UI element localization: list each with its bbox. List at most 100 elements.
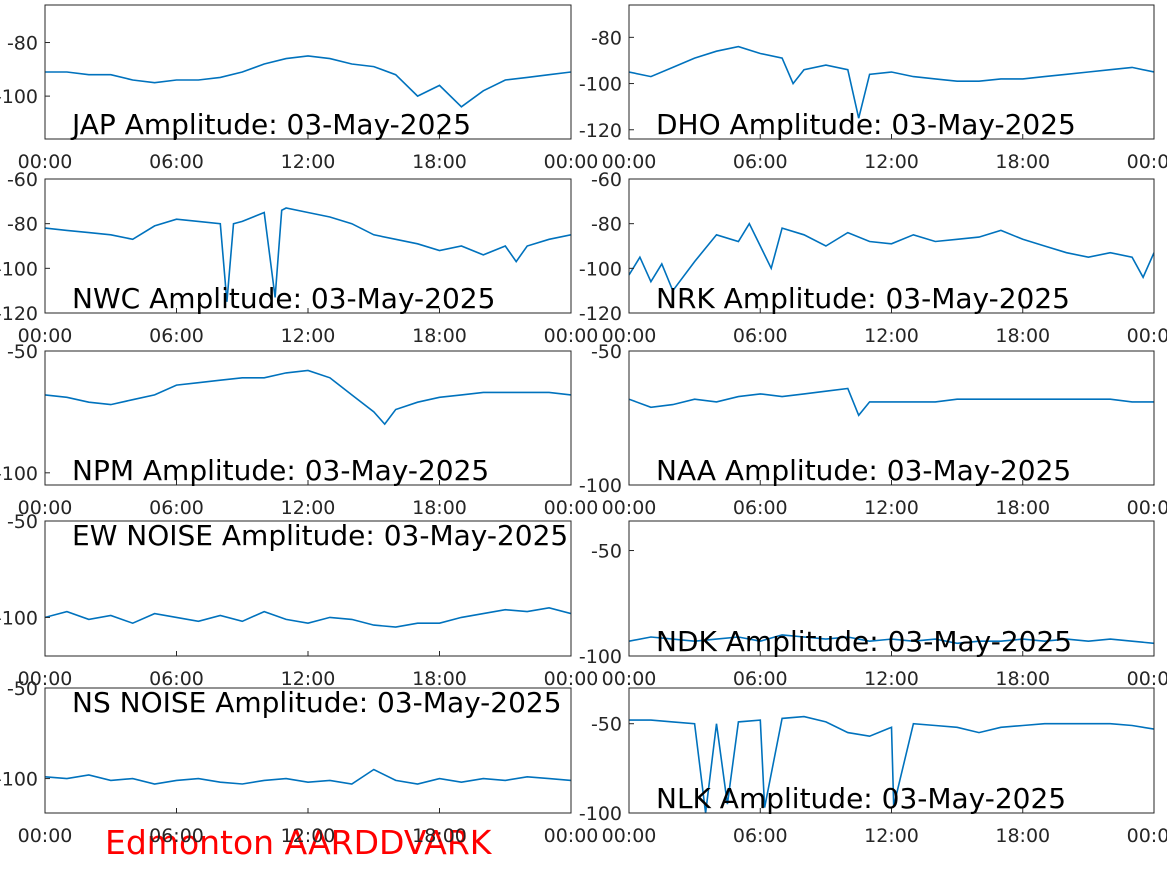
plot-area xyxy=(45,351,571,485)
x-tick-label: 12:00 xyxy=(864,497,919,519)
subplot: -100 -50 00:00 06:00 12:00 18:00 00:00 xyxy=(0,678,598,847)
caption: Edmonton AARDDVARK xyxy=(105,823,493,862)
plot-area xyxy=(45,5,571,139)
x-tick-label: 06:00 xyxy=(733,668,788,690)
plot-area xyxy=(45,179,571,313)
data-line xyxy=(45,207,571,302)
y-tick-label: -60 xyxy=(7,169,38,191)
subplot: -100 -50 00:00 06:00 12:00 18:00 00:00 xyxy=(0,511,598,690)
x-tick-label: 18:00 xyxy=(412,825,467,847)
data-line xyxy=(45,369,571,426)
plot-area xyxy=(45,688,571,813)
x-tick-label: 18:00 xyxy=(412,668,467,690)
y-tick-label: -80 xyxy=(591,27,622,49)
x-tick-label: 12:00 xyxy=(281,497,336,519)
x-tick-label: 12:00 xyxy=(281,825,336,847)
x-tick-label: 12:00 xyxy=(864,325,919,347)
plot-area xyxy=(629,179,1154,313)
x-tick-label: 18:00 xyxy=(412,325,467,347)
x-tick-label: 06:00 xyxy=(149,497,204,519)
x-tick-label: 00:00 xyxy=(1127,497,1167,519)
x-tick-label: 12:00 xyxy=(864,151,919,173)
y-tick-label: -50 xyxy=(7,511,38,533)
x-tick-label: 00:00 xyxy=(544,825,599,847)
y-tick-label: -100 xyxy=(579,475,622,497)
y-tick-label: -50 xyxy=(7,678,38,700)
plot-title: NPM Amplitude: 03-May-2025 xyxy=(72,454,489,487)
subplot: -100 -50 00:00 06:00 12:00 18:00 00:00 xyxy=(579,520,1167,690)
x-tick-label: 00:00 xyxy=(18,668,73,690)
y-tick-label: -100 xyxy=(0,607,38,629)
x-tick-label: 12:00 xyxy=(864,668,919,690)
x-tick-label: 18:00 xyxy=(995,825,1050,847)
y-tick-label: -120 xyxy=(579,120,622,142)
x-tick-label: 00:00 xyxy=(602,825,657,847)
x-tick-label: 06:00 xyxy=(733,825,788,847)
data-line xyxy=(45,768,571,785)
subplot: -100 -50 00:00 06:00 12:00 18:00 00:00 xyxy=(0,341,598,519)
data-line xyxy=(629,387,1154,417)
x-tick-label: 00:00 xyxy=(18,497,73,519)
subplot: -120 -100 -80 -60 00:00 06:00 12:00 18:00 00:00 xyxy=(0,169,598,347)
x-tick-label: 12:00 xyxy=(864,825,919,847)
x-tick-label: 18:00 xyxy=(995,668,1050,690)
data-line xyxy=(629,45,1154,119)
subplot: -100 -50 00:00 06:00 12:00 18:00 00:00 xyxy=(579,687,1167,847)
y-tick-label: -100 xyxy=(579,646,622,668)
y-tick-label: -50 xyxy=(591,714,622,736)
x-tick-label: 18:00 xyxy=(412,497,467,519)
x-tick-label: 00:00 xyxy=(18,151,73,173)
plot-title: NAA Amplitude: 03-May-2025 xyxy=(656,454,1071,487)
x-tick-label: 18:00 xyxy=(995,151,1050,173)
plot-title: NWC Amplitude: 03-May-2025 xyxy=(72,282,495,315)
subplot: -100 -50 00:00 06:00 12:00 18:00 00:00 xyxy=(579,341,1167,519)
x-tick-label: 06:00 xyxy=(733,325,788,347)
data-line xyxy=(629,715,1154,813)
x-tick-label: 06:00 xyxy=(149,825,204,847)
plot-title: NS NOISE Amplitude: 03-May-2025 xyxy=(72,686,562,719)
x-tick-label: 06:00 xyxy=(149,325,204,347)
subplot: -120 -100 -80 -60 00:00 06:00 12:00 18:00 00:00 xyxy=(579,169,1167,347)
y-tick-label: -50 xyxy=(591,541,622,563)
data-line xyxy=(45,606,571,628)
x-tick-label: 00:00 xyxy=(602,325,657,347)
y-tick-label: -80 xyxy=(7,33,38,55)
x-tick-label: 00:00 xyxy=(602,497,657,519)
x-tick-label: 18:00 xyxy=(412,151,467,173)
x-tick-label: 06:00 xyxy=(733,497,788,519)
y-tick-label: -80 xyxy=(591,214,622,236)
subplot: -100 -80 00:00 06:00 12:00 18:00 00:00 xyxy=(0,4,599,173)
y-tick-label: -100 xyxy=(0,258,38,280)
y-tick-label: -100 xyxy=(0,463,38,485)
plot-title: DHO Amplitude: 03-May-2025 xyxy=(656,108,1076,141)
y-tick-label: -100 xyxy=(579,803,622,825)
data-line xyxy=(629,634,1154,645)
x-tick-label: 18:00 xyxy=(995,497,1050,519)
x-tick-label: 00:00 xyxy=(18,825,73,847)
x-tick-label: 12:00 xyxy=(281,151,336,173)
y-tick-label: -50 xyxy=(591,341,622,363)
x-tick-label: 00:00 xyxy=(18,325,73,347)
x-tick-label: 18:00 xyxy=(995,325,1050,347)
plot-area xyxy=(629,521,1154,656)
plot-title: JAP Amplitude: 03-May-2025 xyxy=(70,108,471,141)
x-tick-label: 00:00 xyxy=(1127,151,1167,173)
x-tick-label: 00:00 xyxy=(544,151,599,173)
x-tick-label: 00:00 xyxy=(1127,668,1167,690)
y-tick-label: -60 xyxy=(591,169,622,191)
plot-title: NRK Amplitude: 03-May-2025 xyxy=(656,282,1070,315)
y-tick-label: -100 xyxy=(0,769,38,791)
plot-title: EW NOISE Amplitude: 03-May-2025 xyxy=(72,519,568,552)
x-tick-label: 00:00 xyxy=(602,668,657,690)
data-line xyxy=(629,222,1154,293)
y-tick-label: -50 xyxy=(7,341,38,363)
x-tick-label: 00:00 xyxy=(1127,825,1167,847)
y-tick-label: -120 xyxy=(0,303,38,325)
x-tick-label: 00:00 xyxy=(602,151,657,173)
x-tick-label: 00:00 xyxy=(544,497,599,519)
x-tick-label: 06:00 xyxy=(733,151,788,173)
y-tick-label: -100 xyxy=(579,258,622,280)
x-tick-label: 06:00 xyxy=(149,668,204,690)
x-tick-label: 12:00 xyxy=(281,668,336,690)
y-tick-label: -80 xyxy=(7,214,38,236)
